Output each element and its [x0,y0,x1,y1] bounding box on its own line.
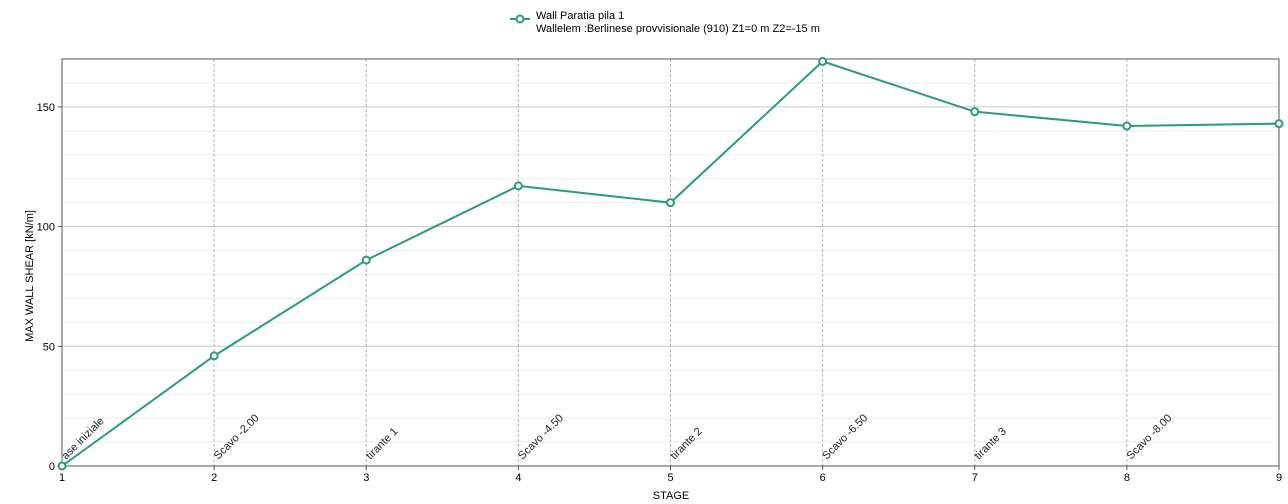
y-tick-label: 50 [43,341,55,353]
legend-entry-series: Wall Paratia pila 1 [536,10,624,22]
stage-annotations: ase iniziale Scavo -2.00 tirante 1 Scavo -4… [62,412,1288,463]
y-tick-label: 150 [37,102,55,114]
stage-label: Scavo -6.50 [820,412,870,462]
x-tick-label: 8 [1124,472,1130,484]
stage-label: Scavo -2.00 [212,412,262,462]
data-point [361,255,371,265]
legend-marker-swatch [515,14,525,24]
x-tick-label: 3 [363,472,369,484]
x-tick-label: 5 [667,472,673,484]
stage-label: tirante 2 [668,426,705,463]
x-tick-label: 7 [972,472,978,484]
data-point [57,461,67,471]
stage-label: F [1277,449,1288,462]
y-tick-label: 0 [49,461,55,473]
x-axis-title: STAGE [653,490,689,502]
stage-label: tirante 1 [364,426,401,463]
y-tick-label: 100 [37,222,55,234]
x-tick-label: 4 [515,472,521,484]
x-tick-label: 1 [59,472,65,484]
legend: Wall Paratia pila 1 Wallelem :Berlinese … [510,10,820,35]
legend-entry-wallelem: Wallelem :Berlinese provvisionale (910) … [536,23,820,35]
data-point [209,351,219,361]
stage-label: Scavo -4.50 [516,412,566,462]
x-tick-label: 2 [211,472,217,484]
data-point [970,107,980,117]
data-point [513,181,523,191]
data-point [818,56,828,66]
x-tick-label: 6 [820,472,826,484]
stage-label: Scavo -8.00 [1125,412,1175,462]
x-tick-label: 9 [1276,472,1282,484]
data-point [1274,119,1284,129]
data-point [666,198,675,208]
stage-label: tirante 3 [972,426,1009,463]
y-axis-title: MAX WALL SHEAR [kN/m] [24,210,36,342]
data-point [1122,121,1132,131]
